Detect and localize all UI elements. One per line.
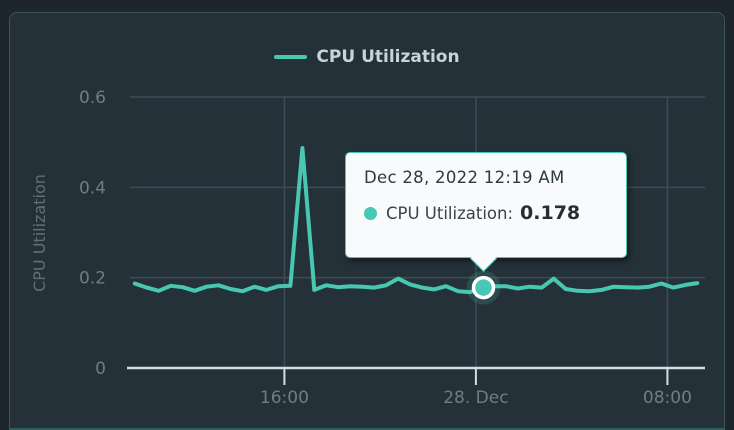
panel-bottom-accent: [10, 428, 724, 430]
tooltip-series-label: CPU Utilization:: [386, 203, 514, 223]
axes: [127, 366, 705, 385]
highlighted-data-point[interactable]: [466, 270, 501, 305]
legend-item-cpu-utilization[interactable]: CPU Utilization: [316, 47, 460, 67]
y-axis-tick-label: 0.4: [79, 178, 106, 198]
y-axis-tick-label: 0.6: [79, 88, 106, 108]
tooltip: Dec 28, 2022 12:19 AM CPU Utilization: 0…: [345, 152, 627, 272]
series-cpu-utilization: [132, 146, 700, 295]
series-marker-icon: [364, 206, 377, 220]
series-line-cpu-utilization: [132, 146, 700, 295]
y-axis-title: CPU Utilization: [30, 174, 49, 292]
tooltip-series-row: CPU Utilization: 0.178: [364, 202, 608, 224]
x-axis-tick-label: 16:00: [260, 388, 309, 408]
y-axis-tick-label: 0.2: [79, 269, 106, 289]
x-axis-tick-label: 08:00: [643, 388, 692, 408]
x-axis-tick-label: 28. Dec: [443, 388, 508, 408]
chart-legend: CPU Utilization: [9, 46, 725, 68]
tooltip-timestamp: Dec 28, 2022 12:19 AM: [364, 168, 565, 187]
tick-labels: 0 0.2 0.4 0.6 16:00 28. Dec 08:00: [79, 88, 692, 408]
legend-line-icon: [274, 54, 308, 60]
tooltip-value: 0.178: [520, 202, 581, 224]
y-axis-tick-label: 0: [95, 359, 106, 379]
marker-point[interactable]: [471, 275, 496, 300]
